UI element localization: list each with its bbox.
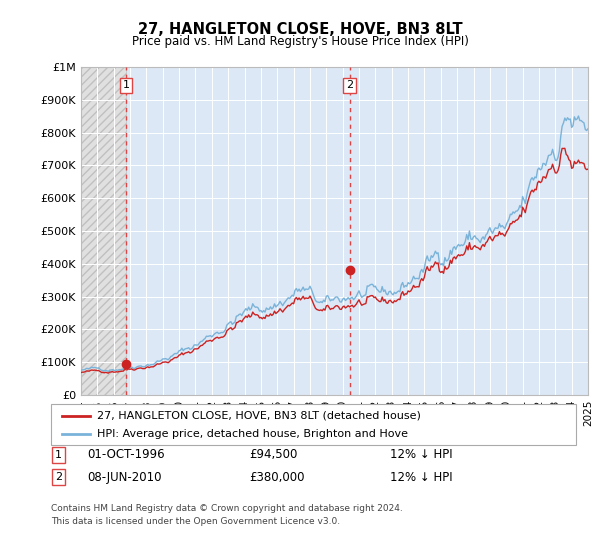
Text: £380,000: £380,000 (249, 470, 305, 484)
Text: 01-OCT-1996: 01-OCT-1996 (87, 448, 164, 461)
Bar (81, 67, 126, 395)
Text: 1: 1 (55, 450, 62, 460)
Text: 27, HANGLETON CLOSE, HOVE, BN3 8LT: 27, HANGLETON CLOSE, HOVE, BN3 8LT (137, 22, 463, 38)
Text: 12% ↓ HPI: 12% ↓ HPI (390, 470, 452, 484)
Text: 2: 2 (55, 472, 62, 482)
Text: 27, HANGLETON CLOSE, HOVE, BN3 8LT (detached house): 27, HANGLETON CLOSE, HOVE, BN3 8LT (deta… (97, 411, 421, 421)
Text: 1: 1 (122, 80, 130, 90)
Text: This data is licensed under the Open Government Licence v3.0.: This data is licensed under the Open Gov… (51, 517, 340, 526)
Bar (81, 67, 126, 395)
Text: Price paid vs. HM Land Registry's House Price Index (HPI): Price paid vs. HM Land Registry's House … (131, 35, 469, 48)
Bar (126, 67, 588, 395)
Text: 08-JUN-2010: 08-JUN-2010 (87, 470, 161, 484)
Text: £94,500: £94,500 (249, 448, 298, 461)
Text: Contains HM Land Registry data © Crown copyright and database right 2024.: Contains HM Land Registry data © Crown c… (51, 504, 403, 513)
Text: 2: 2 (346, 80, 353, 90)
Text: 12% ↓ HPI: 12% ↓ HPI (390, 448, 452, 461)
Text: HPI: Average price, detached house, Brighton and Hove: HPI: Average price, detached house, Brig… (97, 429, 408, 438)
